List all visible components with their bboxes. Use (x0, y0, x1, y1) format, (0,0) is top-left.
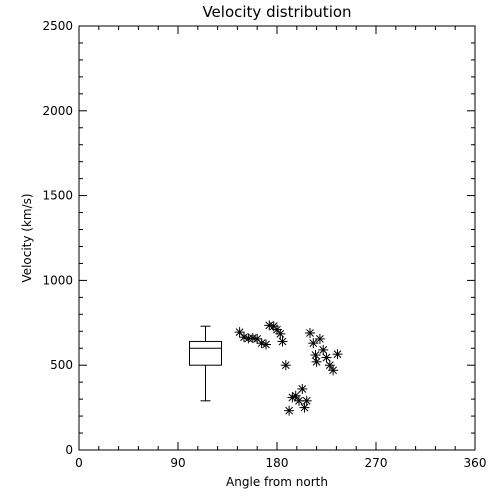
box-iqr (189, 340, 222, 366)
x-tick-label: 360 (464, 456, 487, 470)
asterisk-point (299, 402, 310, 413)
asterisk-point (252, 333, 263, 344)
asterisk-point (301, 395, 312, 406)
asterisk-point (308, 338, 319, 349)
asterisk-point (318, 344, 329, 355)
y-tick-label: 2500 (42, 19, 73, 33)
asterisk-point (284, 405, 295, 416)
asterisk-point (261, 339, 271, 350)
y-tick-label: 1000 (42, 273, 73, 287)
asterisk-point (328, 365, 339, 376)
y-tick-label: 2000 (42, 104, 73, 118)
x-tick-label: 0 (75, 456, 83, 470)
data-points (234, 320, 343, 416)
box-plot (189, 325, 222, 402)
asterisk-point (280, 360, 291, 371)
x-tick-label: 270 (365, 456, 388, 470)
x-tick-label: 180 (266, 456, 289, 470)
asterisk-point (332, 349, 343, 360)
y-axis: 0 500 1000 1500 2000 2500 (42, 19, 475, 457)
plot-frame (78, 25, 476, 451)
asterisk-point (305, 327, 315, 338)
x-axis: 0 90 180 270 360 (75, 26, 486, 470)
y-tick-label: 0 (65, 443, 73, 457)
asterisk-point (297, 383, 308, 394)
asterisk-point (324, 360, 335, 371)
asterisk-point (290, 390, 301, 401)
asterisk-point (314, 333, 325, 344)
chart-title: Velocity distribution (202, 3, 351, 21)
y-tick-label: 500 (50, 358, 73, 372)
asterisk-point (310, 350, 321, 361)
asterisk-point (277, 336, 288, 347)
asterisk-point (272, 324, 282, 335)
y-tick-label: 1500 (42, 189, 73, 203)
y-axis-label: Velocity (km/s) (20, 193, 34, 282)
asterisk-point (275, 328, 286, 339)
asterisk-point (321, 352, 332, 363)
x-tick-label: 90 (170, 456, 185, 470)
asterisk-point (311, 356, 322, 367)
x-axis-label: Angle from north (226, 475, 328, 489)
